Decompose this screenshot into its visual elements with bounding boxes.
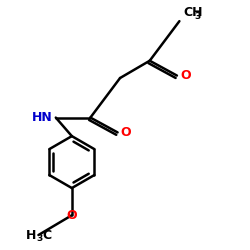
Text: HN: HN xyxy=(32,111,53,124)
Text: 3: 3 xyxy=(194,12,201,21)
Text: O: O xyxy=(120,126,131,139)
Text: 3: 3 xyxy=(37,234,43,244)
Text: O: O xyxy=(180,69,190,82)
Text: CH: CH xyxy=(183,6,203,19)
Text: H: H xyxy=(26,228,36,241)
Text: C: C xyxy=(42,228,51,241)
Text: O: O xyxy=(66,209,77,222)
